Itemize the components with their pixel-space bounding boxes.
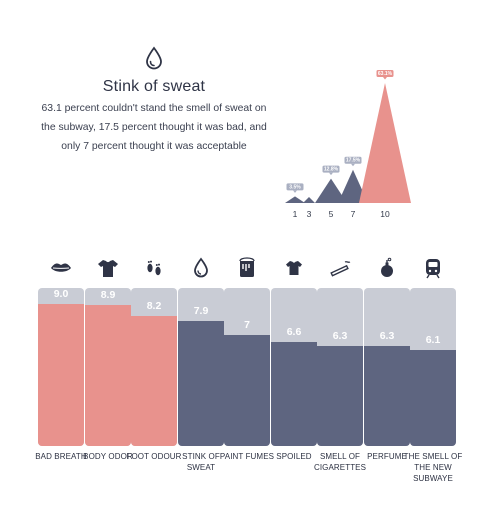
bar-column: 6.3 PERFUME [364,250,410,506]
shirt-icon [98,260,118,277]
bar-category-label: BODY ODOR [83,452,133,461]
subway-train-icon [426,259,440,279]
bar-column: 6.3 SMELL OF CIGARETTES [314,250,366,506]
bar-category-label: PERFUME [367,452,407,461]
lips-icon [51,263,71,272]
bar-fill [271,342,317,446]
mountain-peak-1 [285,196,305,203]
svg-text:17.5%: 17.5% [346,158,361,164]
bar-category-label: THE SMELL OF THE NEW SUBWAYE [403,452,463,483]
svg-text:3.5%: 3.5% [289,184,301,190]
sweat-drop-icon [194,257,208,278]
mountain-tick-7: 7 [351,209,356,219]
bar-track: 8.2 [131,288,177,446]
bar-fill [131,316,177,446]
svg-text:63.1%: 63.1% [378,71,393,77]
bar-category-label: SPOILED [276,452,312,461]
footprints-icon [147,260,161,276]
bar-value-label: 6.3 [332,330,348,342]
mountain-tick-1: 1 [293,209,298,219]
bar-fill [85,305,131,446]
bar-track: 7.9 [178,288,224,446]
bar-value-label: 9.0 [53,288,69,300]
bar-fill [364,346,410,446]
bar-value-label: 8.9 [100,289,116,301]
bar-value-label: 7 [244,319,250,331]
mountain-peak-5 [315,178,347,203]
bar-fill [317,346,363,446]
chart-description: 63.1 percent couldn't stand the smell of… [41,103,267,152]
mountain-chart: 3.5% 12.8% 17.5% 63.1% 1 3 5 7 10 [285,70,411,219]
bar-value-label: 6.1 [425,334,441,346]
bar-column: 9.0 BAD BREATH [35,250,87,506]
perfume-bottle-icon [381,257,393,277]
bar-category-label: FOOT ODOUR [126,452,182,461]
bar-track: 6.6 [271,288,317,446]
mountain-peak-10 [359,83,411,203]
svg-text:12.8%: 12.8% [324,167,339,173]
mountain-label-1: 3.5% [286,183,304,193]
mountain-tick-3: 3 [307,209,312,219]
bar-fill [38,304,84,446]
bar-column: 6.1 THE SMELL OF THE NEW SUBWAYE [404,250,462,506]
mountain-peak-7 [338,169,368,203]
bar-category-label: BAD BREATH [35,452,87,461]
bar-track: 6.3 [364,288,410,446]
bar-category-label: PAINT FUMES [219,452,275,461]
mountain-peak-3 [303,197,315,203]
tshirt-icon [286,261,302,275]
bar-column: 8.9 BODY ODOR [83,250,133,506]
mountain-tick-10: 10 [380,209,390,219]
bar-track: 6.1 [410,288,456,446]
mountain-label-5: 12.8% [322,165,340,176]
bar-chart: 9.0 BAD BREATH 8.9 BODY ODOR 8.2 FOOT ODOUR 7.… [0,250,500,506]
bar-column: 6.6 SPOILED [271,250,317,506]
mountain-label-7: 17.5% [344,156,362,167]
sweat-drop-icon [146,46,162,70]
bar-category-label: SMELL OF CIGARETTES [313,452,367,472]
bar-column: 8.2 FOOT ODOUR [126,250,181,506]
bar-value-label: 8.2 [146,300,162,312]
bar-track: 6.3 [317,288,363,446]
bar-column: 7.9 STINK OF SWEAT [178,250,224,506]
chart-title: Stink of sweat [102,78,206,95]
bar-fill [178,321,224,446]
bar-fill [410,350,456,446]
bar-track: 7 [224,288,270,446]
bar-track: 8.9 [85,288,131,446]
bar-category-label: STINK OF SWEAT [182,452,220,472]
mountain-tick-5: 5 [329,209,334,219]
bar-value-label: 7.9 [193,305,209,317]
paint-bucket-icon [239,257,255,277]
bar-column: 7 PAINT FUMES [220,250,274,506]
bar-value-label: 6.3 [379,330,395,342]
mountain-label-10: 63.1% [376,70,394,80]
bar-track: 9.0 [38,288,84,446]
cigarette-icon [330,261,351,277]
bar-value-label: 6.6 [286,326,302,338]
bar-fill [224,335,270,446]
